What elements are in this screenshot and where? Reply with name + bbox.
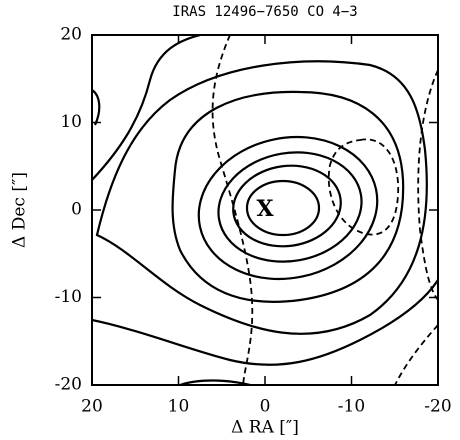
annotation: X	[256, 196, 274, 222]
x-tick-label: 20	[81, 397, 103, 417]
dashed-contour	[394, 324, 438, 385]
contours	[92, 35, 438, 385]
contour	[217, 151, 363, 263]
y-axis-label: Δ Dec [″]	[10, 172, 30, 248]
dashed-contour	[327, 138, 399, 236]
x-tick-label: -10	[338, 397, 365, 417]
contour	[171, 90, 405, 303]
contour	[92, 35, 201, 181]
y-tick-label: 20	[60, 25, 82, 45]
contour	[95, 60, 428, 335]
y-tick-label: -10	[55, 287, 82, 307]
contour	[245, 179, 321, 237]
contour	[232, 164, 342, 248]
contour	[92, 279, 438, 366]
x-tick-label: 0	[260, 397, 271, 417]
x-axis-label: Δ RA [″]	[231, 418, 299, 438]
y-tick-label: 10	[60, 112, 82, 132]
y-tick-label: -20	[55, 375, 82, 395]
contour	[179, 379, 251, 385]
contour	[92, 89, 101, 126]
y-tick-label: 0	[71, 200, 82, 220]
contour	[197, 135, 379, 281]
chart-title: IRAS 12496−7650 CO 4−3	[172, 4, 357, 20]
x-tick-label: -20	[424, 397, 451, 417]
x-tick-label: 10	[168, 397, 190, 417]
dashed-contour	[211, 35, 254, 385]
dashed-contour	[417, 69, 438, 301]
